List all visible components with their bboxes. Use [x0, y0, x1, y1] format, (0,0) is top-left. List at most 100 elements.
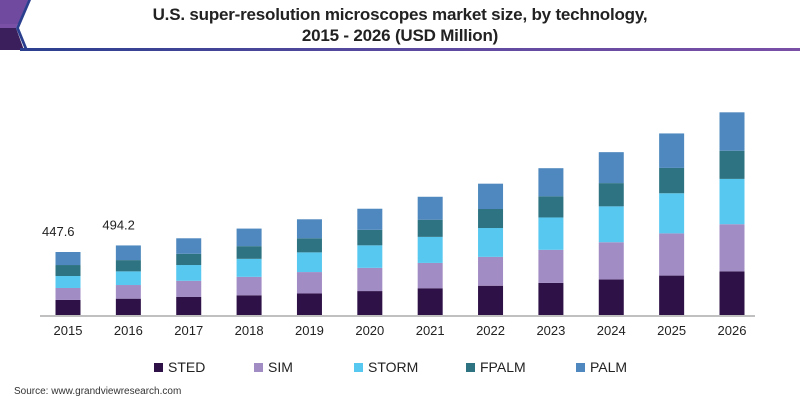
data-label-2016: 494.2 [102, 217, 135, 232]
bar-segment-storm-2024 [598, 206, 624, 243]
bar-segment-fpalm-2015 [55, 265, 81, 277]
bar-segment-sim-2016 [115, 285, 141, 299]
bar-segment-palm-2026 [719, 112, 745, 151]
x-tick-label-2016: 2016 [114, 323, 143, 338]
bar-segment-fpalm-2019 [296, 238, 322, 253]
bar-segment-fpalm-2020 [357, 229, 383, 246]
x-tick-label-2015: 2015 [54, 323, 83, 338]
bar-segment-fpalm-2021 [417, 219, 443, 237]
bar-segment-storm-2015 [55, 276, 81, 288]
x-tick-label-2018: 2018 [235, 323, 264, 338]
legend-label-sim: SIM [268, 359, 293, 375]
bar-segment-fpalm-2023 [538, 196, 564, 218]
bar-segment-sim-2020 [357, 267, 383, 292]
bar-segment-sim-2023 [538, 249, 564, 283]
data-labels: 447.6 494.2 [42, 217, 135, 239]
x-tick-label-2021: 2021 [416, 323, 445, 338]
x-tick-label-2019: 2019 [295, 323, 324, 338]
bar-segment-sted-2020 [357, 291, 383, 315]
bar-segment-palm-2025 [659, 133, 685, 168]
bar-segment-fpalm-2025 [659, 167, 685, 194]
bar-segment-storm-2020 [357, 245, 383, 268]
x-tick-label-2020: 2020 [355, 323, 384, 338]
legend-item-palm: PALM [576, 359, 646, 375]
bar-segment-sim-2017 [176, 280, 202, 297]
bar-segment-sted-2016 [115, 298, 141, 315]
bar-segment-palm-2022 [478, 183, 504, 210]
bar-segment-sted-2025 [659, 275, 685, 315]
bar-segment-storm-2018 [236, 258, 262, 277]
corner-shape-dark [0, 28, 24, 50]
legend-swatch-fpalm [466, 362, 475, 372]
chart-title-line-2: 2015 - 2026 (USD Million) [301, 26, 499, 45]
bar-segment-storm-2026 [719, 178, 745, 225]
legend-swatch-storm [354, 362, 363, 372]
bar-segment-palm-2016 [115, 245, 141, 261]
bar-segment-sted-2018 [236, 295, 262, 315]
bar-segment-sim-2018 [236, 276, 262, 296]
bar-segment-sted-2022 [478, 285, 504, 315]
bar-segment-sted-2021 [417, 288, 443, 315]
bar-segment-sted-2023 [538, 282, 564, 315]
bar-segment-sim-2019 [296, 272, 322, 294]
bar-segment-palm-2023 [538, 168, 564, 197]
bar-segment-storm-2019 [296, 252, 322, 273]
x-tick-label-2023: 2023 [536, 323, 565, 338]
bar-segment-fpalm-2022 [478, 209, 504, 229]
legend-label-palm: PALM [590, 359, 628, 375]
bar-segment-palm-2015 [55, 252, 81, 266]
bar-segment-sim-2025 [659, 233, 685, 276]
x-tick-label-2017: 2017 [174, 323, 203, 338]
legend-item-sim: SIM [254, 359, 354, 375]
x-tick-label-2025: 2025 [657, 323, 686, 338]
bar-segment-sted-2017 [176, 296, 202, 315]
bar-segment-fpalm-2024 [598, 183, 624, 207]
bar-segment-sted-2019 [296, 293, 322, 315]
source-note: Source: www.grandviewresearch.com [14, 386, 182, 397]
bar-segment-storm-2017 [176, 265, 202, 281]
x-tick-label-2024: 2024 [597, 323, 626, 338]
bar-segment-palm-2020 [357, 208, 383, 230]
legend-swatch-sted [154, 362, 163, 372]
legend-label-storm: STORM [368, 359, 419, 375]
bar-segment-palm-2018 [236, 228, 262, 247]
bar-segment-fpalm-2018 [236, 246, 262, 259]
x-tick-label-2026: 2026 [718, 323, 747, 338]
bar-segment-fpalm-2017 [176, 253, 202, 266]
corner-shape-mid [0, 0, 28, 24]
bar-segment-sted-2024 [598, 279, 624, 315]
legend-label-fpalm: FPALM [480, 359, 526, 375]
bar-segment-sim-2026 [719, 224, 745, 272]
bar-segment-sted-2026 [719, 271, 745, 315]
corner-decoration [0, 0, 31, 50]
bar-segment-storm-2023 [538, 217, 564, 250]
bar-segment-sim-2022 [478, 256, 504, 286]
legend-item-fpalm: FPALM [466, 359, 576, 375]
bar-segment-sim-2024 [598, 242, 624, 280]
title-rule [20, 48, 800, 51]
legend-label-sted: STED [168, 359, 206, 375]
bar-segment-palm-2019 [296, 219, 322, 239]
bar-segment-palm-2017 [176, 238, 202, 254]
bar-segment-fpalm-2016 [115, 260, 141, 272]
bar-segment-palm-2024 [598, 152, 624, 184]
bar-segment-sim-2015 [55, 287, 81, 300]
chart-title: U.S. super-resolution microscopes market… [0, 4, 800, 46]
data-label-2015: 447.6 [42, 224, 75, 239]
x-axis-ticks: 2015 2016 2017 2018 2019 2020 2021 2022 2023 2024… [54, 323, 747, 338]
bar-segment-storm-2016 [115, 271, 141, 286]
legend: STED SIM STORM FPALM PALM [0, 359, 800, 375]
corner-chevron [16, 0, 31, 50]
bars-group [55, 112, 745, 315]
bar-segment-fpalm-2026 [719, 150, 745, 179]
bar-segment-storm-2022 [478, 228, 504, 257]
bar-segment-sted-2015 [55, 299, 81, 315]
legend-swatch-palm [576, 362, 585, 372]
bar-segment-palm-2021 [417, 196, 443, 220]
legend-item-sted: STED [154, 359, 254, 375]
legend-swatch-sim [254, 362, 263, 372]
bar-segment-storm-2025 [659, 193, 685, 234]
bar-segment-storm-2021 [417, 236, 443, 263]
x-tick-label-2022: 2022 [476, 323, 505, 338]
